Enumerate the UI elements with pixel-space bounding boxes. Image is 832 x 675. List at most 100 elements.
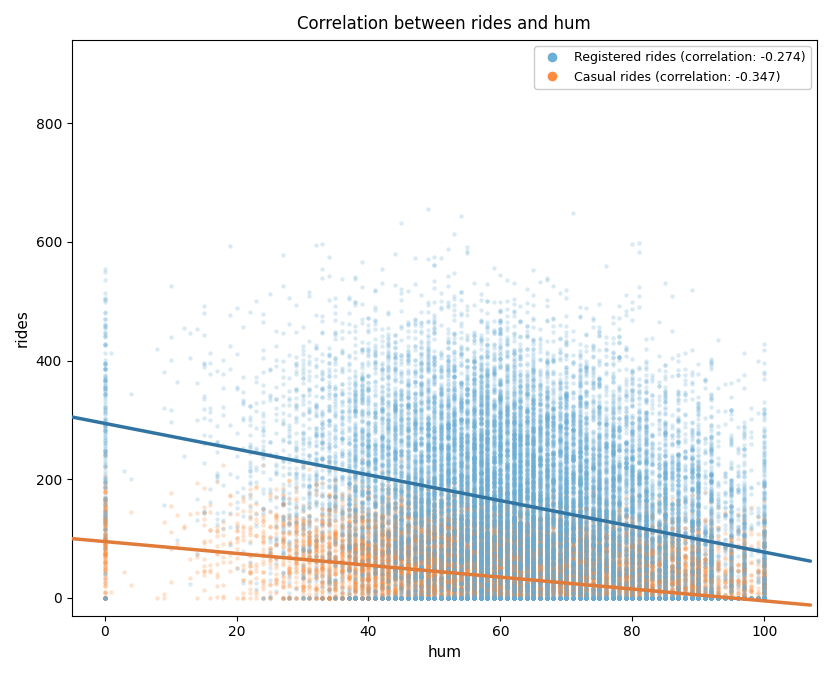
Point (579, 580, 592, 591)
Point (527, 563, 540, 574)
Point (579, 572, 592, 583)
Point (705, 533, 718, 543)
Point (408, 559, 421, 570)
Point (520, 374, 533, 385)
Point (513, 576, 527, 587)
Point (488, 524, 501, 535)
Point (547, 593, 560, 603)
Point (507, 593, 520, 603)
Point (560, 581, 573, 592)
Point (382, 470, 395, 481)
Point (468, 560, 481, 570)
Point (520, 581, 533, 592)
Point (560, 412, 573, 423)
Point (553, 518, 567, 529)
Point (586, 539, 599, 550)
Point (468, 537, 481, 548)
Point (671, 575, 685, 586)
Point (441, 544, 454, 555)
Point (322, 400, 335, 411)
Point (434, 542, 448, 553)
Point (468, 474, 481, 485)
Point (507, 548, 520, 559)
Point (626, 454, 639, 465)
Point (474, 593, 488, 603)
Point (474, 593, 488, 603)
Point (758, 588, 771, 599)
Point (414, 458, 428, 469)
Point (481, 540, 494, 551)
Point (520, 593, 533, 603)
Point (592, 545, 606, 556)
Point (481, 514, 494, 525)
Point (666, 533, 679, 543)
Point (560, 456, 573, 466)
Point (270, 533, 283, 544)
Point (488, 469, 501, 480)
Point (671, 593, 685, 603)
Point (718, 593, 731, 603)
Point (513, 584, 527, 595)
Point (500, 392, 513, 403)
Point (738, 562, 751, 572)
Point (560, 570, 573, 581)
Point (579, 593, 592, 603)
Point (586, 593, 599, 603)
Point (461, 582, 474, 593)
Point (573, 593, 587, 603)
Point (454, 538, 468, 549)
Point (448, 562, 461, 572)
Point (606, 332, 619, 343)
Point (454, 586, 468, 597)
Point (685, 593, 698, 603)
Point (434, 593, 448, 603)
Point (513, 562, 527, 572)
Point (441, 439, 454, 450)
Point (468, 418, 481, 429)
Point (553, 593, 567, 603)
Point (579, 361, 592, 372)
Point (592, 492, 606, 503)
Point (448, 554, 461, 565)
Point (448, 508, 461, 519)
Point (507, 514, 520, 524)
Point (527, 587, 540, 598)
Point (586, 470, 599, 481)
Point (408, 593, 421, 603)
Point (493, 356, 507, 367)
Point (513, 570, 527, 580)
Point (493, 454, 507, 465)
Point (758, 593, 771, 603)
Point (507, 576, 520, 587)
Point (408, 360, 421, 371)
Point (685, 591, 698, 602)
Point (553, 593, 567, 603)
Point (428, 523, 441, 534)
Point (454, 524, 468, 535)
Point (632, 541, 646, 551)
Point (738, 531, 751, 541)
Point (507, 593, 520, 603)
Point (520, 590, 533, 601)
Point (632, 478, 646, 489)
Point (639, 593, 652, 603)
Point (434, 573, 448, 584)
Point (758, 500, 771, 511)
Point (481, 443, 494, 454)
Point (540, 541, 553, 551)
Point (606, 549, 619, 560)
Point (540, 464, 553, 475)
Point (619, 593, 632, 603)
Point (197, 330, 210, 341)
Point (527, 593, 540, 603)
Point (527, 373, 540, 384)
Point (527, 398, 540, 409)
Point (527, 497, 540, 508)
Point (527, 468, 540, 479)
Point (481, 397, 494, 408)
Point (428, 487, 441, 497)
Point (553, 475, 567, 486)
Point (606, 418, 619, 429)
Point (527, 471, 540, 482)
Point (612, 525, 626, 536)
